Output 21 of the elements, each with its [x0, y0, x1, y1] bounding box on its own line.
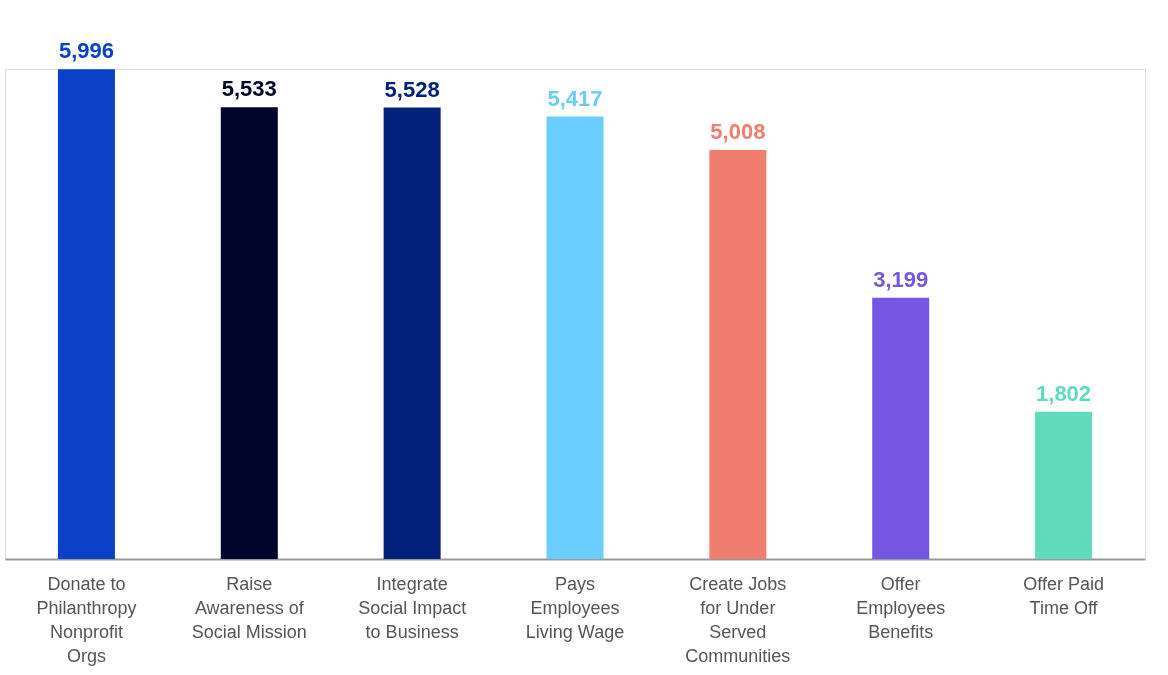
x-tick-label: Integrate Social Impact to Business — [358, 573, 467, 642]
bar — [57, 69, 115, 559]
bar — [383, 107, 441, 559]
bar — [220, 107, 278, 559]
x-tick-label: Raise Awareness of Social Mission — [191, 573, 307, 642]
x-tick-label: Create Jobs for Under Served Communities — [685, 573, 791, 666]
x-tick-label: Donate to Philanthropy Nonprofit Orgs — [36, 573, 137, 666]
data-label: 5,996 — [58, 38, 114, 64]
data-label: 5,533 — [221, 76, 277, 102]
data-label: 3,199 — [873, 266, 929, 292]
data-label: 5,417 — [547, 85, 603, 111]
bar — [1035, 411, 1093, 559]
bar — [546, 116, 604, 559]
bar — [872, 297, 930, 559]
data-label: 5,008 — [710, 119, 766, 145]
x-tick-label: Offer Paid Time Off — [1023, 573, 1104, 618]
data-label: 1,802 — [1036, 380, 1092, 406]
x-tick-label: Pays Employees Living Wage — [525, 573, 625, 642]
x-tick-label: Offer Employees Benefits — [856, 573, 946, 642]
bar — [709, 150, 767, 559]
data-label: 5,528 — [384, 76, 440, 102]
